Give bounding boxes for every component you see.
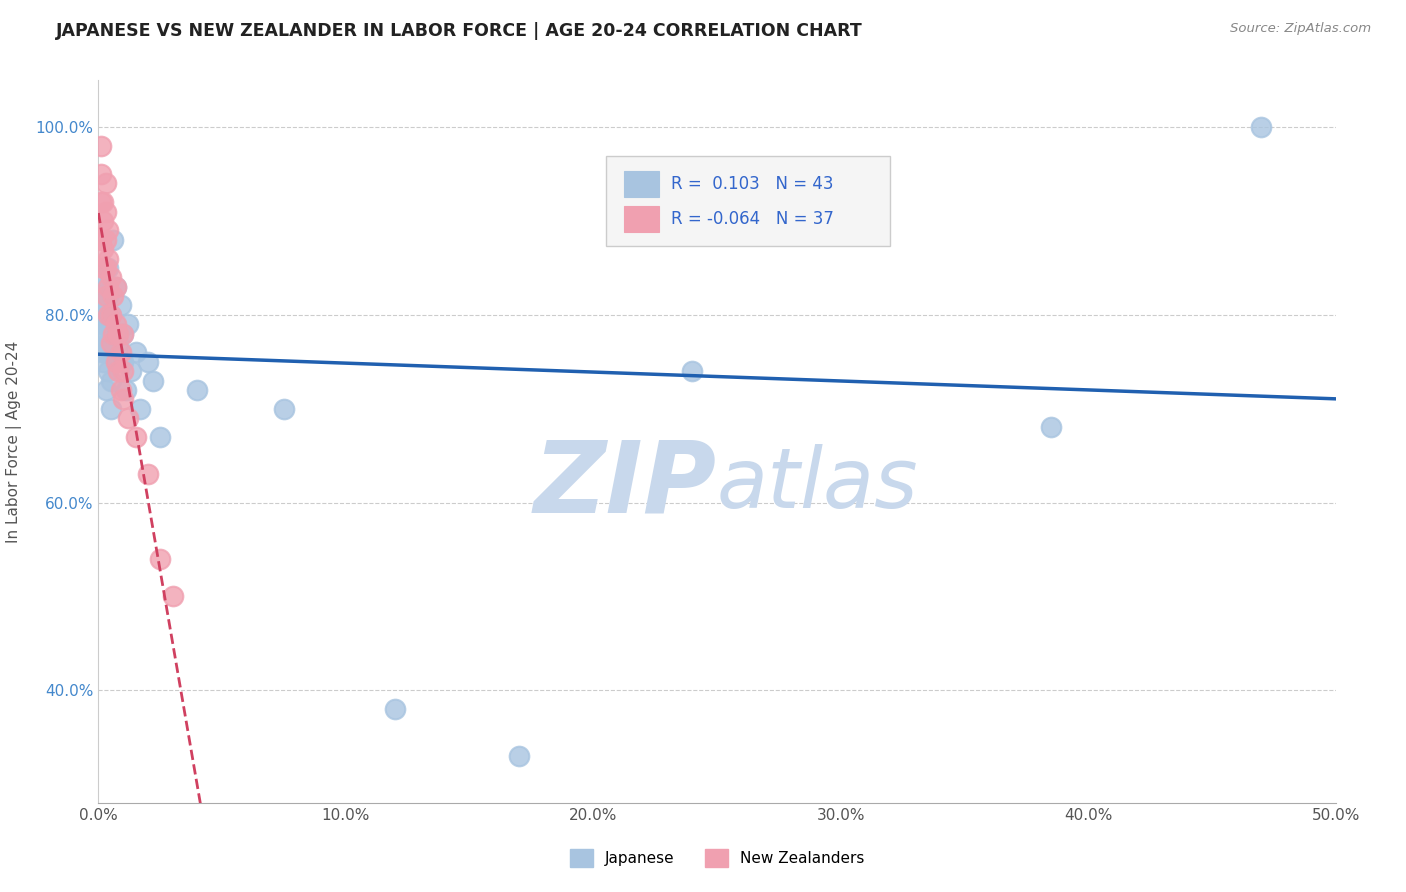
Point <box>129 401 152 416</box>
Y-axis label: In Labor Force | Age 20-24: In Labor Force | Age 20-24 <box>6 341 21 542</box>
Point <box>93 326 115 341</box>
Point <box>1250 120 1272 135</box>
Point <box>149 430 172 444</box>
Point <box>112 355 135 369</box>
Point <box>103 326 125 341</box>
Point <box>114 383 136 397</box>
Point <box>110 298 132 312</box>
Point <box>124 430 146 444</box>
Point <box>273 401 295 416</box>
Text: ZIP: ZIP <box>534 436 717 533</box>
Point <box>94 383 117 397</box>
Point <box>107 326 129 341</box>
Point <box>97 336 120 351</box>
Point <box>94 204 117 219</box>
Text: Source: ZipAtlas.com: Source: ZipAtlas.com <box>1230 22 1371 36</box>
Point <box>100 308 122 322</box>
Point <box>93 260 115 275</box>
Point <box>103 289 125 303</box>
Point <box>94 177 117 191</box>
Point <box>104 318 127 332</box>
Point <box>90 195 112 210</box>
Point <box>112 364 135 378</box>
Point <box>112 326 135 341</box>
FancyBboxPatch shape <box>624 206 659 232</box>
Point <box>104 355 127 369</box>
Point <box>104 279 127 293</box>
Point <box>112 326 135 341</box>
Point <box>100 308 122 322</box>
Point <box>97 364 120 378</box>
Point <box>100 270 122 285</box>
Point <box>124 345 146 359</box>
Legend: Japanese, New Zealanders: Japanese, New Zealanders <box>569 849 865 867</box>
Point <box>136 467 159 482</box>
Point <box>120 364 142 378</box>
Point <box>94 308 117 322</box>
Point <box>97 223 120 237</box>
Point <box>384 702 406 716</box>
Point <box>90 289 112 303</box>
Point <box>107 336 129 351</box>
Point <box>1040 420 1063 434</box>
Point <box>90 233 112 247</box>
Point <box>97 260 120 275</box>
Point <box>100 345 122 359</box>
Point <box>110 383 132 397</box>
Point <box>162 590 184 604</box>
Point <box>97 289 120 303</box>
Point <box>90 167 112 181</box>
Text: R = -0.064   N = 37: R = -0.064 N = 37 <box>671 210 834 228</box>
Point <box>93 355 115 369</box>
Point <box>107 364 129 378</box>
Point <box>97 252 120 266</box>
Point <box>100 401 122 416</box>
Point <box>94 326 117 341</box>
Point <box>94 289 117 303</box>
Point <box>90 308 112 322</box>
Point <box>112 392 135 407</box>
Point <box>93 242 115 256</box>
Point <box>136 355 159 369</box>
Point <box>94 260 117 275</box>
Point <box>94 279 117 293</box>
Point <box>93 270 115 285</box>
Text: R =  0.103   N = 43: R = 0.103 N = 43 <box>671 176 834 194</box>
FancyBboxPatch shape <box>606 156 890 246</box>
Point <box>149 551 172 566</box>
Point <box>93 214 115 228</box>
Point <box>97 318 120 332</box>
Point <box>110 345 132 359</box>
Text: atlas: atlas <box>717 444 918 525</box>
Point <box>93 318 115 332</box>
Point <box>103 233 125 247</box>
Point <box>508 748 530 763</box>
Point <box>117 318 139 332</box>
Point <box>94 233 117 247</box>
Point <box>117 411 139 425</box>
Text: JAPANESE VS NEW ZEALANDER IN LABOR FORCE | AGE 20-24 CORRELATION CHART: JAPANESE VS NEW ZEALANDER IN LABOR FORCE… <box>56 22 863 40</box>
Point <box>681 364 703 378</box>
Point <box>94 345 117 359</box>
Point <box>142 374 165 388</box>
Point <box>90 345 112 359</box>
Point <box>100 336 122 351</box>
Point <box>90 139 112 153</box>
Point <box>93 195 115 210</box>
Point <box>93 298 115 312</box>
Point <box>97 308 120 322</box>
FancyBboxPatch shape <box>624 171 659 197</box>
Point <box>186 383 208 397</box>
Point <box>97 279 120 293</box>
Point <box>104 279 127 293</box>
Point <box>100 374 122 388</box>
